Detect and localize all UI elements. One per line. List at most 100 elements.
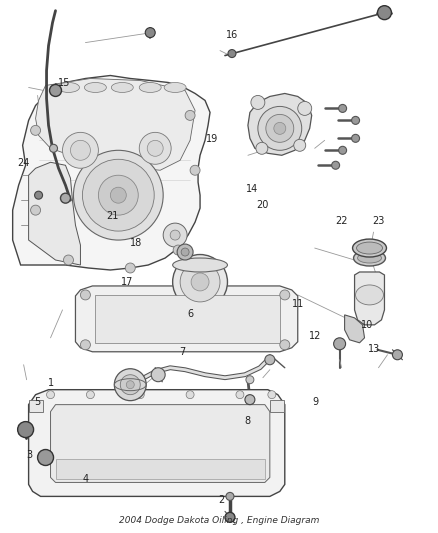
Polygon shape bbox=[345, 315, 364, 343]
Circle shape bbox=[114, 369, 146, 401]
Circle shape bbox=[64, 255, 74, 265]
Circle shape bbox=[49, 144, 57, 152]
Text: 16: 16 bbox=[226, 30, 238, 41]
Text: 5: 5 bbox=[35, 397, 41, 407]
Circle shape bbox=[378, 6, 392, 20]
Circle shape bbox=[63, 132, 99, 168]
Circle shape bbox=[46, 391, 54, 399]
Bar bbox=[95, 295, 280, 343]
Circle shape bbox=[236, 391, 244, 399]
Circle shape bbox=[226, 492, 234, 500]
Polygon shape bbox=[13, 76, 210, 270]
Circle shape bbox=[49, 84, 61, 96]
Circle shape bbox=[251, 95, 265, 109]
Circle shape bbox=[274, 123, 286, 134]
Circle shape bbox=[298, 101, 312, 116]
Bar bbox=[270, 400, 284, 411]
Text: 17: 17 bbox=[121, 278, 134, 287]
Circle shape bbox=[352, 116, 360, 124]
Circle shape bbox=[186, 391, 194, 399]
Text: 4: 4 bbox=[83, 474, 89, 484]
Circle shape bbox=[120, 375, 140, 394]
Circle shape bbox=[82, 159, 154, 231]
Polygon shape bbox=[28, 162, 81, 265]
Circle shape bbox=[86, 391, 95, 399]
Circle shape bbox=[339, 147, 346, 154]
Ellipse shape bbox=[139, 83, 161, 92]
Ellipse shape bbox=[357, 253, 381, 263]
Text: 7: 7 bbox=[179, 346, 185, 357]
Circle shape bbox=[125, 263, 135, 273]
Text: 9: 9 bbox=[312, 397, 318, 407]
Circle shape bbox=[280, 340, 290, 350]
Circle shape bbox=[170, 230, 180, 240]
Circle shape bbox=[81, 340, 90, 350]
Circle shape bbox=[280, 290, 290, 300]
Ellipse shape bbox=[353, 250, 385, 266]
Text: 21: 21 bbox=[106, 211, 118, 221]
Text: 6: 6 bbox=[187, 309, 194, 319]
Ellipse shape bbox=[353, 239, 386, 257]
Circle shape bbox=[18, 422, 34, 438]
Circle shape bbox=[163, 223, 187, 247]
Text: 2: 2 bbox=[218, 495, 224, 505]
Text: 19: 19 bbox=[206, 134, 219, 144]
Circle shape bbox=[38, 449, 53, 465]
Circle shape bbox=[35, 191, 42, 199]
Circle shape bbox=[139, 132, 171, 164]
Circle shape bbox=[151, 368, 165, 382]
Circle shape bbox=[256, 142, 268, 154]
Text: 2004 Dodge Dakota Oiling , Engine Diagram: 2004 Dodge Dakota Oiling , Engine Diagra… bbox=[119, 516, 319, 526]
Circle shape bbox=[177, 244, 193, 260]
Circle shape bbox=[265, 355, 275, 365]
Circle shape bbox=[294, 139, 306, 151]
Text: 22: 22 bbox=[335, 216, 347, 227]
Polygon shape bbox=[35, 78, 195, 170]
Circle shape bbox=[339, 104, 346, 112]
Polygon shape bbox=[28, 390, 285, 496]
Circle shape bbox=[332, 161, 339, 169]
Circle shape bbox=[258, 107, 302, 150]
Circle shape bbox=[392, 350, 403, 360]
Text: 8: 8 bbox=[244, 416, 251, 426]
Circle shape bbox=[268, 391, 276, 399]
Ellipse shape bbox=[85, 83, 106, 92]
Text: 24: 24 bbox=[17, 158, 30, 168]
Bar bbox=[28, 400, 42, 411]
Circle shape bbox=[181, 248, 189, 256]
Circle shape bbox=[31, 125, 41, 135]
Circle shape bbox=[334, 338, 346, 350]
Ellipse shape bbox=[57, 83, 79, 92]
Ellipse shape bbox=[173, 255, 227, 309]
Circle shape bbox=[173, 245, 183, 255]
Circle shape bbox=[185, 110, 195, 120]
Ellipse shape bbox=[357, 242, 382, 254]
Text: 18: 18 bbox=[130, 238, 142, 247]
Circle shape bbox=[60, 193, 71, 203]
Circle shape bbox=[147, 140, 163, 156]
Ellipse shape bbox=[180, 262, 220, 302]
Text: 14: 14 bbox=[246, 184, 258, 195]
Polygon shape bbox=[248, 93, 312, 155]
Circle shape bbox=[245, 394, 255, 405]
Circle shape bbox=[246, 376, 254, 384]
Text: 11: 11 bbox=[291, 298, 304, 309]
Text: 15: 15 bbox=[58, 78, 70, 88]
Circle shape bbox=[190, 165, 200, 175]
Ellipse shape bbox=[356, 285, 384, 305]
Ellipse shape bbox=[111, 83, 133, 92]
Ellipse shape bbox=[191, 273, 209, 291]
Circle shape bbox=[110, 187, 126, 203]
Text: 3: 3 bbox=[26, 450, 32, 460]
Circle shape bbox=[228, 50, 236, 58]
Text: 23: 23 bbox=[372, 216, 385, 227]
Circle shape bbox=[352, 134, 360, 142]
Text: 20: 20 bbox=[257, 200, 269, 211]
Ellipse shape bbox=[173, 258, 227, 272]
Polygon shape bbox=[355, 272, 385, 325]
Text: 12: 12 bbox=[309, 330, 321, 341]
Circle shape bbox=[99, 175, 138, 215]
Circle shape bbox=[136, 391, 144, 399]
Text: 1: 1 bbox=[48, 378, 54, 389]
Circle shape bbox=[74, 150, 163, 240]
